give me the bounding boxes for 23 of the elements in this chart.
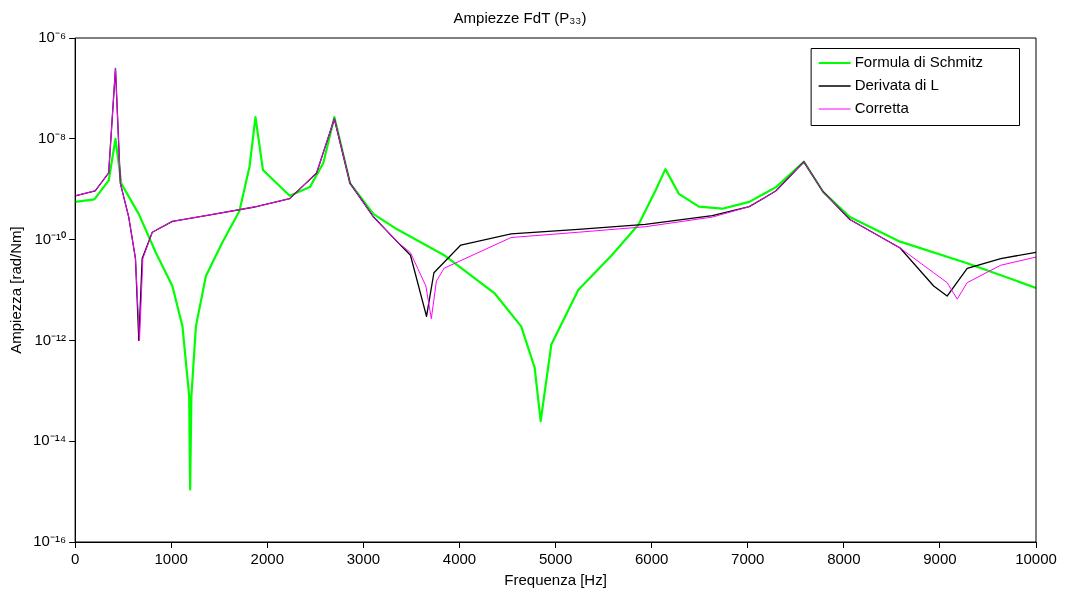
x-tick-label: 5000 [538,550,573,568]
x-tick-label: 2000 [250,550,284,568]
y-tick-label: 10⁻¹⁶ [33,532,67,550]
y-tick-label: 10⁻¹⁴ [33,431,67,449]
x-tick-label: 4000 [442,550,477,568]
y-axis-title: Ampiezza [rad/Nm] [7,226,25,354]
y-tick-label: 10⁻¹⁰ [34,229,67,247]
x-tick-label: 8000 [827,550,861,568]
x-axis-title: Frequenza [Hz] [504,571,607,589]
x-tick-label: 9000 [923,550,957,568]
y-tick-label: 10⁻⁶ [38,28,67,46]
y-tick-label: 10⁻¹² [34,330,67,348]
legend-label: Derivata di L [854,76,939,94]
legend-label: Corretta [854,99,910,117]
x-tick-label: 10000 [1015,550,1057,568]
x-tick-label: 1000 [154,550,188,568]
x-tick-label: 7000 [731,550,765,568]
x-tick-label: 6000 [634,550,669,568]
y-tick-label: 10⁻⁸ [38,128,67,146]
legend-label: Formula di Schmitz [854,53,984,71]
x-tick-label: 3000 [346,550,381,568]
chart-title: Ampiezze FdT (P₃₃) [453,9,587,27]
x-tick-label: 0 [70,550,80,568]
